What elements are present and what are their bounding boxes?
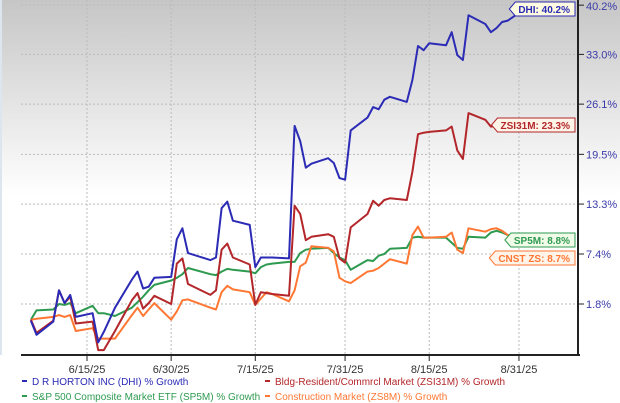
end-tag-label: CNST ZS: 8.7%: [498, 254, 570, 265]
y-tick-label: 7.4%: [586, 249, 611, 261]
legend: D R HORTON INC (DHI) % Growth Bldg-Reside…: [22, 377, 505, 403]
end-tag-box: [488, 250, 576, 266]
legend-label: Bldg-Resident/Commrcl Market (ZSI31M) % …: [275, 377, 505, 388]
end-tag-label: ZSI31M: 23.3%: [501, 121, 571, 132]
x-tick-label: 8/15/25: [411, 364, 448, 376]
end-tag-3: CNST ZS: 8.7%: [488, 250, 576, 266]
end-tag-2: SP5M: 8.8%: [504, 232, 576, 248]
x-tick-label: 7/31/25: [327, 364, 364, 376]
page-left-edge: [0, 0, 2, 355]
legend-item-2: S&P 500 Composite Market ETF (SP5M) % Gr…: [22, 392, 260, 403]
legend-label: D R HORTON INC (DHI) % Growth: [32, 377, 188, 388]
legend-item-0: D R HORTON INC (DHI) % Growth: [22, 377, 188, 388]
legend-label: S&P 500 Composite Market ETF (SP5M) % Gr…: [32, 392, 260, 403]
y-tick-labels: 1.8% 7.4% 13.3% 19.5% 26.1% 33.0% 40.2%: [578, 1, 617, 311]
y-tick-label: 13.3%: [586, 199, 617, 211]
x-tick-label: 6/30/25: [153, 364, 190, 376]
plot-background: [0, 0, 620, 355]
x-tick-labels: 6/15/25 6/30/25 7/15/25 7/31/25 8/15/25 8/31/…: [69, 355, 538, 376]
end-tag-box: [508, 1, 576, 17]
legend-swatch: [265, 395, 270, 397]
y-tick-label: 40.2%: [586, 1, 617, 13]
series-lines: [29, 4, 531, 352]
end-tag-label: DHI: 40.2%: [518, 5, 570, 16]
series-line-3: [30, 225, 531, 340]
legend-swatch: [22, 395, 27, 397]
gridlines: [21, 0, 578, 355]
legend-label: Construction Market (ZS8M) % Growth: [275, 392, 447, 403]
y-tick-label: 1.8%: [586, 299, 611, 311]
y-tick-label: 19.5%: [586, 149, 617, 161]
legend-item-3: Construction Market (ZS8M) % Growth: [265, 392, 447, 403]
series-line-1: [29, 112, 531, 352]
end-tag-box: [490, 117, 576, 133]
x-tick-label: 6/15/25: [69, 364, 106, 376]
end-tag-0: DHI: 40.2%: [508, 1, 576, 17]
y-tick-label: 33.0%: [586, 49, 617, 61]
end-tag-box: [504, 232, 576, 248]
x-tick-label: 7/15/25: [237, 364, 274, 376]
y-tick-label: 26.1%: [586, 99, 617, 111]
legend-swatch: [265, 380, 270, 382]
end-tag-1: ZSI31M: 23.3%: [490, 117, 576, 133]
end-value-tags: DHI: 40.2% ZSI31M: 23.3% SP5M: 8.8% CNST ZS…: [488, 1, 576, 266]
end-tag-label: SP5M: 8.8%: [514, 236, 570, 247]
x-tick-label: 8/31/25: [501, 364, 538, 376]
legend-item-1: Bldg-Resident/Commrcl Market (ZSI31M) % …: [265, 377, 505, 388]
legend-swatch: [22, 380, 27, 382]
series-line-0: [29, 4, 531, 344]
